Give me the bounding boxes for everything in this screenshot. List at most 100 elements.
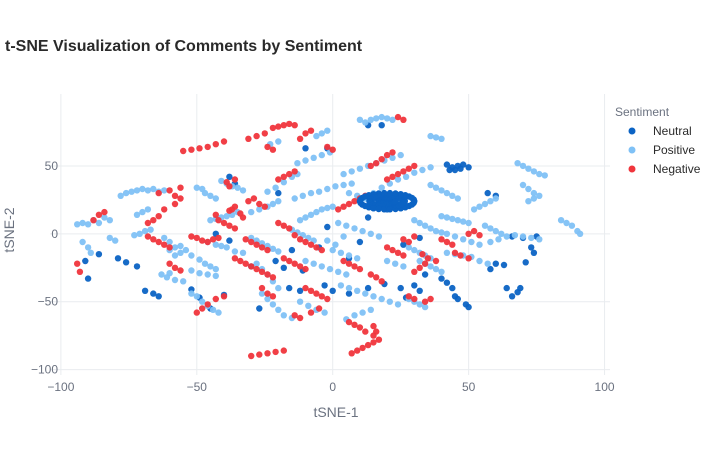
scatter-point bbox=[288, 246, 296, 254]
scatter-point bbox=[248, 208, 255, 216]
scatter-point bbox=[432, 184, 440, 191]
scatter-point bbox=[239, 214, 247, 221]
scatter-point bbox=[253, 265, 260, 273]
scatter-point bbox=[296, 217, 304, 224]
scatter-point bbox=[171, 276, 179, 284]
scatter-point bbox=[204, 143, 211, 151]
scatter-point bbox=[476, 232, 483, 239]
scatter-point bbox=[258, 284, 266, 292]
scatter-point bbox=[340, 203, 347, 210]
scatter-point bbox=[226, 237, 233, 244]
scatter-point bbox=[215, 234, 222, 242]
scatter-point bbox=[500, 261, 508, 269]
x-axis-ticks: −100 −50 0 50 100 bbox=[47, 380, 615, 394]
scatter-point bbox=[568, 222, 576, 229]
scatter-point bbox=[492, 260, 499, 267]
scatter-point bbox=[226, 183, 233, 190]
scatter-point bbox=[245, 135, 252, 142]
scatter-point bbox=[348, 180, 355, 187]
scatter-point bbox=[177, 267, 184, 274]
scatter-point bbox=[367, 116, 374, 124]
scatter-point bbox=[394, 170, 402, 178]
scatter-point bbox=[410, 199, 417, 207]
scatter-point bbox=[296, 236, 304, 243]
scatter-point bbox=[389, 154, 396, 161]
scatter-point bbox=[133, 263, 141, 270]
scatter-point bbox=[231, 255, 239, 262]
scatter-point bbox=[313, 208, 320, 216]
scatter-point bbox=[248, 263, 255, 270]
scatter-point bbox=[242, 236, 249, 243]
scatter-point bbox=[307, 189, 315, 197]
scatter-point bbox=[345, 290, 353, 297]
scatter-point bbox=[193, 234, 200, 242]
scatter-point bbox=[373, 160, 380, 167]
scatter-point bbox=[443, 238, 451, 246]
scatter-point bbox=[389, 246, 396, 254]
scatter-point bbox=[443, 249, 451, 256]
scatter-point bbox=[449, 241, 456, 248]
scatter-point bbox=[522, 259, 529, 266]
scatter-point bbox=[204, 301, 211, 308]
scatter-point bbox=[411, 162, 418, 170]
scatter-point bbox=[302, 257, 309, 265]
scatter-point bbox=[133, 187, 141, 194]
scatter-point bbox=[144, 206, 152, 213]
scatter-point bbox=[269, 146, 277, 153]
scatter-point bbox=[218, 177, 225, 185]
scatter-point bbox=[389, 116, 396, 124]
scatter-point bbox=[391, 198, 399, 205]
scatter-point bbox=[196, 145, 203, 152]
scatter-point bbox=[359, 309, 366, 316]
scatter-point bbox=[302, 214, 309, 221]
scatter-point bbox=[307, 241, 315, 248]
scatter-point bbox=[530, 249, 538, 256]
scatter-point bbox=[275, 176, 282, 183]
scatter-point bbox=[340, 257, 347, 265]
scatter-point bbox=[150, 236, 157, 243]
scatter-point bbox=[144, 219, 152, 227]
y-tick-label: −50 bbox=[38, 295, 59, 309]
series-negative bbox=[74, 113, 483, 360]
scatter-point bbox=[212, 141, 219, 148]
scatter-point bbox=[498, 230, 505, 237]
scatter-point bbox=[239, 187, 247, 194]
scatter-point bbox=[383, 257, 391, 265]
scatter-point bbox=[95, 211, 103, 218]
y-axis-ticks: −100 −50 0 50 bbox=[31, 159, 58, 377]
scatter-point bbox=[122, 259, 130, 266]
legend: Sentiment Neutral Positive Negative bbox=[615, 105, 701, 176]
scatter-point bbox=[171, 244, 179, 251]
scatter-point bbox=[525, 198, 532, 205]
scatter-point bbox=[421, 222, 429, 229]
scatter-point bbox=[367, 271, 374, 278]
scatter-point bbox=[487, 238, 494, 246]
scatter-point bbox=[231, 248, 239, 255]
scatter-point bbox=[307, 127, 315, 134]
scatter-point bbox=[389, 149, 396, 156]
scatter-point bbox=[307, 287, 315, 294]
scatter-point bbox=[351, 225, 358, 232]
scatter-point bbox=[487, 225, 494, 232]
scatter-point bbox=[299, 192, 306, 199]
scatter-point bbox=[158, 271, 165, 278]
scatter-point bbox=[177, 242, 184, 250]
scatter-point bbox=[196, 270, 203, 277]
scatter-point bbox=[370, 339, 377, 346]
scatter-point bbox=[128, 188, 135, 195]
legend-label-positive: Positive bbox=[653, 143, 695, 157]
scatter-point bbox=[133, 211, 141, 218]
scatter-point bbox=[196, 256, 203, 263]
scatter-point bbox=[302, 145, 309, 152]
scatter-point bbox=[76, 268, 84, 275]
scatter-point bbox=[313, 132, 320, 140]
legend-marker-negative bbox=[628, 165, 636, 173]
scatter-point bbox=[215, 217, 222, 224]
scatter-point bbox=[264, 295, 271, 303]
scatter-point bbox=[264, 290, 271, 297]
scatter-point bbox=[375, 233, 383, 240]
scatter-point bbox=[484, 260, 491, 267]
scatter-point bbox=[530, 168, 538, 175]
scatter-point bbox=[536, 192, 543, 199]
scatter-point bbox=[275, 284, 282, 292]
